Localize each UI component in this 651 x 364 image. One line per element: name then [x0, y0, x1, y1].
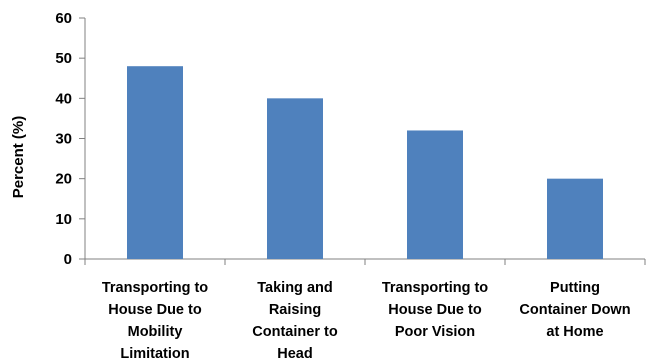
y-tick-label: 30: [55, 131, 72, 148]
x-category-label: Transporting to House Due to Poor Vision: [382, 280, 488, 340]
bar: [407, 130, 463, 259]
bars: [127, 66, 603, 259]
y-tick-label: 60: [55, 10, 72, 27]
y-tick-label: 10: [55, 211, 72, 228]
y-tick-label: 20: [55, 171, 72, 188]
y-tick-label: 50: [55, 50, 72, 67]
y-ticks: 0 10 20 30 40 50 60: [55, 10, 85, 268]
x-category-label: Taking and Raising Container to Head: [252, 280, 338, 362]
bar: [127, 66, 183, 259]
y-tick-label: 0: [64, 251, 72, 268]
x-category-label: Transporting to House Due to Mobility Limit…: [102, 280, 208, 362]
x-category-labels: Transporting to House Due to Mobility Limit…: [102, 280, 631, 362]
x-category-label: Putting Container Down at Home: [519, 280, 630, 340]
y-axis-title: Percent (%): [10, 116, 27, 199]
bar: [547, 178, 603, 259]
bar: [267, 98, 323, 259]
y-axis-title-group: Percent (%): [10, 116, 27, 199]
y-tick-label: 40: [55, 90, 72, 107]
